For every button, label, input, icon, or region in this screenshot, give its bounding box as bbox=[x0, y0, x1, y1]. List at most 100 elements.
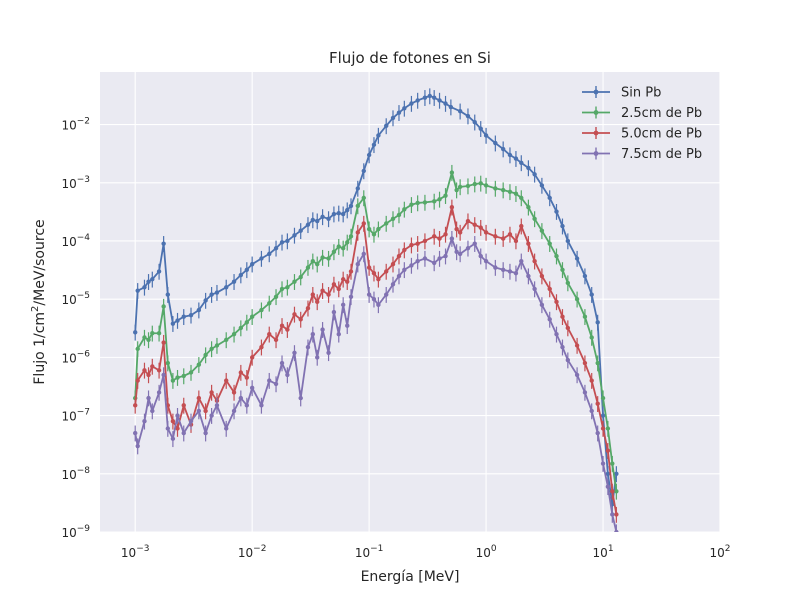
data-point bbox=[267, 251, 272, 257]
data-point bbox=[331, 282, 337, 287]
data-point bbox=[298, 228, 303, 233]
data-point bbox=[483, 230, 489, 235]
data-point bbox=[259, 256, 264, 261]
data-point bbox=[298, 395, 303, 401]
data-point bbox=[292, 312, 297, 317]
data-point bbox=[320, 327, 325, 332]
data-point bbox=[203, 298, 208, 303]
x-tick-base: 10 bbox=[476, 546, 491, 560]
data-point bbox=[259, 307, 264, 313]
data-point bbox=[355, 186, 360, 191]
data-point bbox=[402, 207, 407, 212]
data-point bbox=[614, 471, 619, 476]
data-point bbox=[214, 290, 220, 295]
data-point bbox=[285, 285, 290, 290]
data-point bbox=[259, 403, 264, 408]
data-point bbox=[285, 327, 290, 332]
data-point bbox=[267, 301, 272, 306]
data-point bbox=[133, 330, 138, 335]
data-point bbox=[539, 228, 545, 233]
data-point bbox=[146, 279, 151, 284]
data-point bbox=[188, 313, 194, 318]
data-point bbox=[310, 292, 316, 297]
y-tick-label: 10−2 bbox=[61, 117, 90, 133]
data-point bbox=[244, 267, 250, 272]
data-point bbox=[554, 253, 559, 259]
data-point bbox=[483, 133, 489, 138]
data-point bbox=[526, 165, 531, 171]
data-point bbox=[366, 292, 372, 297]
data-point bbox=[209, 346, 214, 352]
data-point bbox=[315, 299, 320, 305]
data-point bbox=[231, 408, 237, 414]
data-point bbox=[431, 234, 437, 239]
data-point bbox=[161, 340, 166, 345]
data-point bbox=[273, 381, 279, 387]
data-point bbox=[493, 234, 498, 239]
data-point bbox=[422, 238, 428, 244]
data-point bbox=[582, 360, 588, 366]
data-point bbox=[443, 101, 448, 106]
x-tick-exponent: 1 bbox=[608, 544, 614, 554]
data-point bbox=[196, 307, 202, 313]
data-point bbox=[249, 261, 255, 267]
data-point bbox=[431, 260, 437, 266]
data-point bbox=[437, 236, 442, 241]
data-point bbox=[203, 430, 208, 436]
data-point bbox=[384, 221, 389, 226]
plot-background bbox=[100, 72, 720, 532]
y-tick-label: 10−3 bbox=[61, 175, 90, 191]
data-point bbox=[305, 305, 311, 311]
data-point bbox=[396, 253, 402, 259]
data-point bbox=[554, 332, 559, 337]
data-point bbox=[595, 430, 600, 436]
data-point bbox=[209, 292, 214, 297]
y-tick-exponent: −5 bbox=[77, 291, 90, 301]
data-point bbox=[390, 216, 396, 222]
series-layer bbox=[133, 88, 619, 532]
data-point bbox=[478, 181, 483, 186]
x-tick-labels: 10−3 10−2 10−1 100 101 102 bbox=[121, 544, 731, 560]
data-point bbox=[402, 267, 407, 272]
data-point bbox=[454, 187, 459, 193]
data-point bbox=[415, 241, 420, 246]
data-point bbox=[605, 471, 611, 476]
data-point bbox=[355, 203, 360, 209]
x-tick-label: 100 bbox=[476, 544, 497, 560]
data-point bbox=[457, 230, 463, 235]
data-point bbox=[539, 183, 545, 188]
data-point bbox=[146, 395, 151, 401]
data-point bbox=[175, 375, 180, 380]
data-point bbox=[574, 372, 580, 378]
data-point bbox=[203, 408, 208, 414]
y-tick-label: 10−8 bbox=[61, 466, 90, 482]
data-point bbox=[465, 218, 471, 224]
y-tick-exponent: −3 bbox=[77, 175, 90, 185]
data-point bbox=[146, 372, 151, 378]
data-point bbox=[156, 368, 162, 373]
data-point bbox=[589, 292, 594, 297]
data-point bbox=[457, 184, 463, 190]
data-point bbox=[298, 317, 303, 322]
data-point bbox=[348, 269, 354, 274]
data-point bbox=[539, 302, 545, 308]
data-point bbox=[384, 123, 389, 129]
data-point bbox=[366, 152, 372, 158]
data-point bbox=[422, 200, 428, 205]
y-tick-base: 10 bbox=[61, 410, 76, 424]
data-point bbox=[600, 461, 606, 466]
data-point bbox=[605, 426, 611, 431]
data-point bbox=[415, 258, 420, 264]
data-point bbox=[279, 286, 285, 292]
data-point bbox=[231, 332, 237, 337]
x-tick-base: 10 bbox=[593, 546, 608, 560]
data-point bbox=[390, 282, 396, 287]
data-point bbox=[396, 110, 402, 115]
data-point bbox=[366, 226, 372, 232]
data-point bbox=[133, 430, 138, 436]
data-point bbox=[224, 337, 229, 343]
data-point bbox=[519, 195, 524, 201]
data-point bbox=[181, 373, 186, 379]
data-point bbox=[610, 512, 615, 517]
data-point bbox=[513, 156, 519, 161]
